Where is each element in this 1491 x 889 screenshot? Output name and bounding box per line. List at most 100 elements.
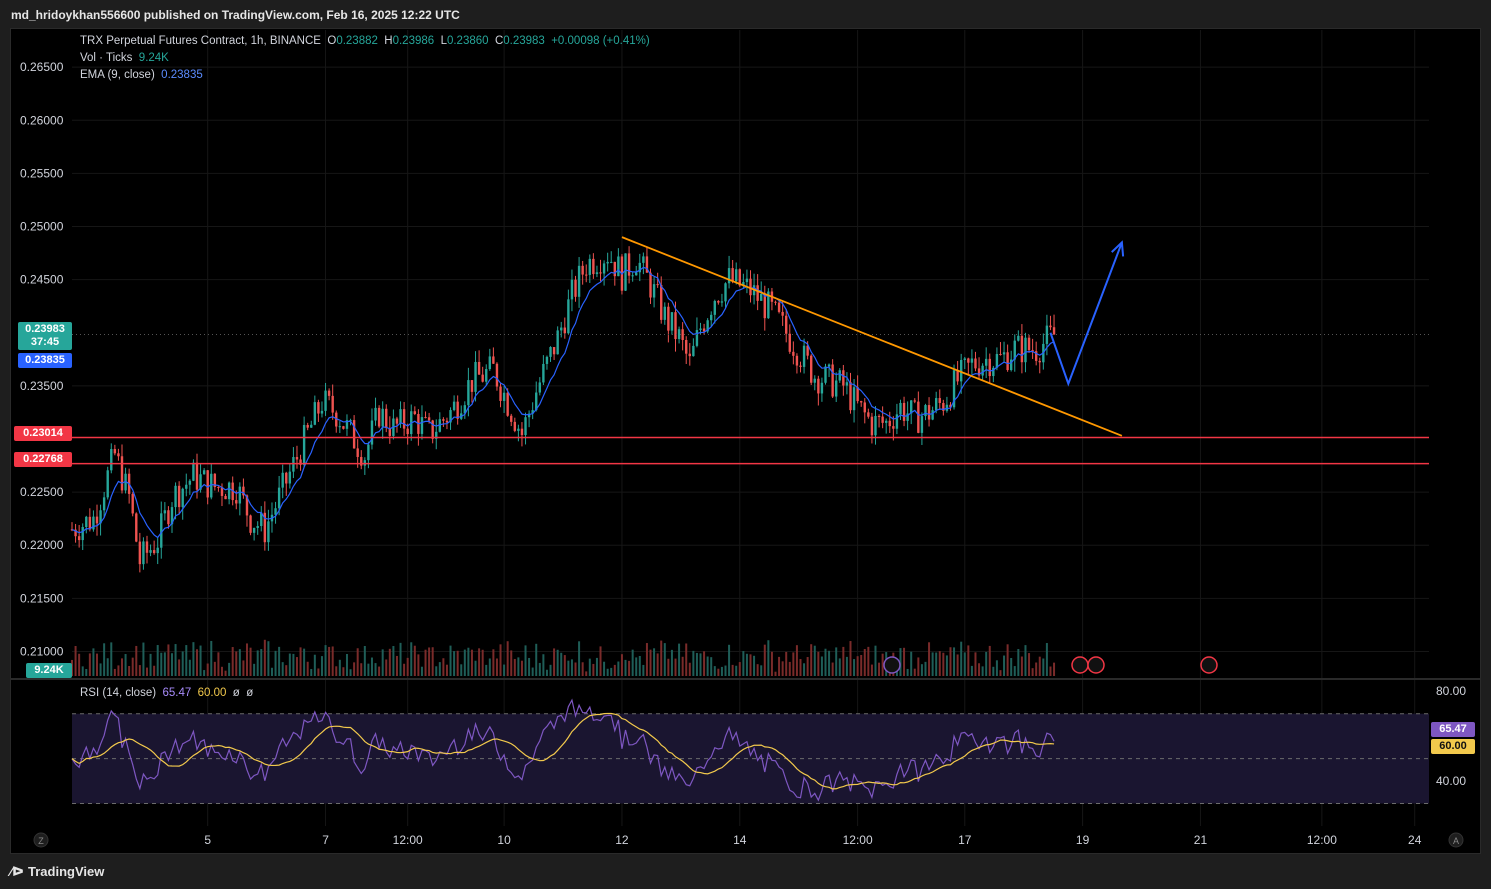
candle-body xyxy=(281,472,284,488)
volume-bar xyxy=(560,652,563,676)
volume-bar xyxy=(378,666,381,676)
volume-bar xyxy=(174,644,177,676)
candle-body xyxy=(702,328,706,332)
volume-bar xyxy=(460,664,463,676)
candle-body xyxy=(627,253,631,276)
candle-body xyxy=(542,363,545,383)
volume-bar xyxy=(328,646,331,676)
volume-bar xyxy=(360,663,363,676)
price-axis-tick: 0.25000 xyxy=(20,220,64,234)
volume-bar xyxy=(670,649,673,676)
candle-body xyxy=(492,356,495,364)
time-axis-tick: 10 xyxy=(497,833,511,847)
candle-body xyxy=(888,420,891,427)
candle-body xyxy=(817,378,820,394)
candle-body xyxy=(342,426,345,429)
candle-body xyxy=(660,284,663,320)
projection-arrow[interactable] xyxy=(1049,242,1123,387)
candle-body xyxy=(563,327,567,334)
candle-body xyxy=(877,415,881,417)
volume-bar xyxy=(967,645,970,676)
volume-bar xyxy=(303,648,306,676)
volume-bar xyxy=(674,658,677,676)
high-label: H xyxy=(384,35,393,47)
descending-trendline[interactable] xyxy=(621,236,1123,437)
volume-bar xyxy=(606,668,609,676)
volume-value: 9.24K xyxy=(138,52,169,64)
candle-body xyxy=(760,293,763,301)
volume-bar xyxy=(428,647,431,676)
candle-body xyxy=(970,358,974,363)
candle-body xyxy=(652,284,656,298)
candle-body xyxy=(1052,327,1056,335)
candle-body xyxy=(510,415,513,422)
us-flag-event-icon[interactable] xyxy=(1071,656,1089,674)
candle-body xyxy=(170,507,174,525)
candle-body xyxy=(724,283,727,302)
volume-bar xyxy=(799,659,802,676)
tradingview-logo[interactable]: ⁄ᐅ TradingView xyxy=(10,864,104,880)
candle-body xyxy=(177,485,181,508)
volume-bar xyxy=(438,662,441,676)
volume-bar xyxy=(963,652,966,676)
volume-bar xyxy=(549,664,552,676)
candle-body xyxy=(899,402,902,415)
volume-bar xyxy=(842,646,845,676)
candle-body xyxy=(331,395,334,413)
zoom-button[interactable] xyxy=(33,832,49,848)
candle-body xyxy=(135,513,138,542)
candle-body xyxy=(449,410,452,423)
candle-body xyxy=(942,402,945,411)
candle-body xyxy=(774,301,777,303)
volume-bar xyxy=(838,658,841,676)
volume-bar xyxy=(831,662,834,676)
lightning-event-icon[interactable] xyxy=(883,656,901,674)
volume-bar xyxy=(856,656,859,676)
volume-bar xyxy=(774,671,777,676)
time-axis-tick: 12:00 xyxy=(393,833,423,847)
candle-body xyxy=(220,487,224,496)
candle-body xyxy=(235,500,238,504)
us-flag-event-icon[interactable] xyxy=(1087,656,1105,674)
volume-bar xyxy=(1045,643,1048,676)
volume-bar xyxy=(228,662,231,676)
candle-body xyxy=(606,261,609,264)
volume-bar xyxy=(485,664,488,676)
volume-bar xyxy=(988,645,991,676)
footer-bar: ⁄ᐅ TradingView xyxy=(0,856,1491,889)
candle-body xyxy=(885,420,888,423)
volume-bar xyxy=(81,666,84,676)
candle-body xyxy=(967,358,970,363)
candle-body xyxy=(949,404,952,408)
volume-bar xyxy=(263,639,266,676)
candle-body xyxy=(535,392,538,411)
candle-body xyxy=(285,472,288,484)
time-axis-tick: 14 xyxy=(733,833,747,847)
candle-body xyxy=(367,444,370,461)
candle-body xyxy=(585,274,588,276)
close-label: C xyxy=(494,35,504,47)
projection-arrow-head xyxy=(1111,240,1125,257)
open-label: O xyxy=(327,35,337,47)
auto-scale-button[interactable] xyxy=(1448,832,1464,848)
volume-bar xyxy=(610,667,613,676)
volume-bar xyxy=(535,643,538,676)
candle-body xyxy=(274,508,277,515)
us-flag-event-icon[interactable] xyxy=(1200,656,1218,674)
candle-body xyxy=(174,485,177,508)
volume-bar xyxy=(256,650,259,676)
price-axis-tick: 0.25500 xyxy=(20,166,64,180)
volume-bar xyxy=(288,653,291,676)
volume-bar xyxy=(270,667,273,676)
candle-body xyxy=(792,351,795,356)
main-legend: TRX Perpetual Futures Contract, 1h, BINA… xyxy=(80,35,650,47)
time-axis-tick: 12:00 xyxy=(1307,833,1337,847)
volume-bar xyxy=(353,662,356,676)
candle-body xyxy=(431,420,434,439)
candle-body xyxy=(117,453,120,457)
volume-bar xyxy=(495,658,498,676)
volume-bar xyxy=(603,661,606,676)
candle-body xyxy=(831,364,834,397)
candle-body xyxy=(1013,340,1016,360)
